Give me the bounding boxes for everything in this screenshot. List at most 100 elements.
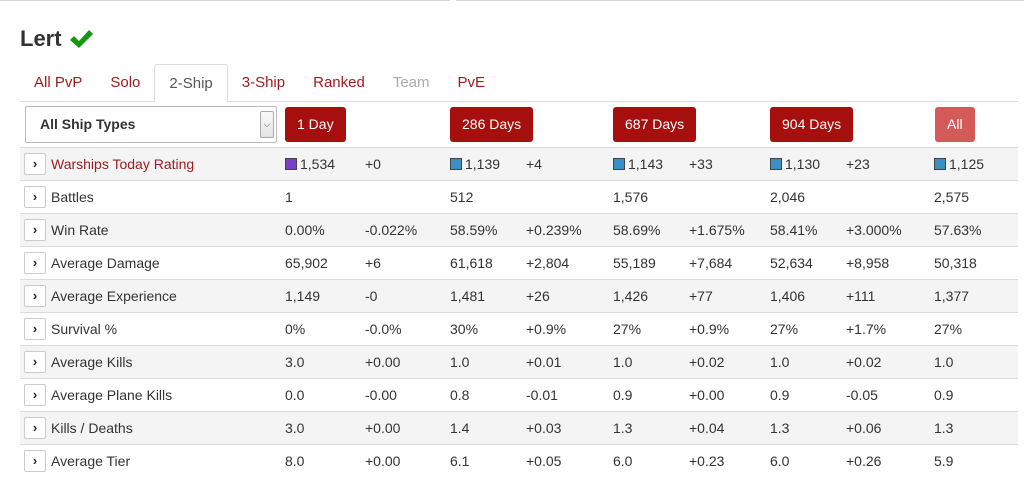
stat-delta: -0.0%: [365, 313, 450, 346]
stat-value: 2,575: [934, 181, 1018, 214]
stat-delta-text: +3.000%: [846, 222, 902, 238]
stat-value-text: 58.69%: [613, 222, 661, 238]
stat-value: 0.00%: [285, 214, 365, 247]
stat-delta: +3.000%: [846, 214, 934, 247]
tab-solo[interactable]: Solo: [110, 74, 141, 91]
chevron-right-icon[interactable]: ›: [24, 252, 46, 274]
stat-value: 1,149: [285, 280, 365, 313]
rating-color-swatch: [285, 158, 297, 170]
tab-pve[interactable]: PvE: [457, 74, 486, 91]
stat-value: 0.0: [285, 379, 365, 412]
stat-label: Average Kills: [51, 354, 133, 370]
stat-delta-text: +26: [526, 288, 550, 304]
period-all-button[interactable]: All: [935, 107, 975, 142]
stat-value-text: 1,377: [934, 288, 970, 304]
chevron-right-icon[interactable]: ›: [24, 384, 46, 406]
stat-delta-text: +1.7%: [846, 321, 887, 337]
player-header: Lert: [20, 24, 94, 54]
ship-type-select[interactable]: All Ship Types ⌵: [25, 106, 277, 143]
stat-label-link[interactable]: Warships Today Rating: [51, 156, 195, 172]
stat-delta-text: +0.00: [365, 354, 401, 370]
chevron-right-icon[interactable]: ›: [24, 450, 46, 473]
stat-value-text: 65,902: [285, 255, 328, 271]
chevron-right-icon[interactable]: ›: [24, 153, 46, 175]
stat-delta-text: +0.26: [846, 453, 882, 470]
stat-label-cell: › Average Tier: [20, 445, 285, 478]
stat-value-text: 8.0: [285, 453, 305, 470]
chevron-down-icon[interactable]: ⌵: [260, 111, 274, 138]
period-687-days-button[interactable]: 687 Days: [613, 107, 697, 142]
stat-value: 1.0: [613, 346, 689, 379]
stat-delta-text: +0: [365, 156, 381, 172]
stat-label-cell: › Average Plane Kills: [20, 379, 285, 412]
stat-delta-text: +33: [689, 156, 713, 172]
stat-value-text: 1: [285, 189, 293, 205]
chevron-right-icon[interactable]: ›: [24, 285, 46, 307]
stat-value: 1.0: [934, 346, 1018, 379]
stat-row: › Kills / Deaths 3.0 +0.00 1.4 +0.03 1.3 +0.04 1…: [20, 411, 1018, 445]
period-904-days-button[interactable]: 904 Days: [770, 107, 854, 142]
top-divider: [0, 0, 1024, 1]
stat-delta: +8,958: [846, 247, 934, 280]
rating-color-swatch: [770, 158, 782, 170]
stat-value: 1,534: [285, 148, 365, 181]
chevron-right-icon[interactable]: ›: [24, 186, 46, 208]
stat-value: 6.1: [450, 445, 526, 478]
mode-tabs: All PvP Solo 2-Ship 3-Ship Ranked Team PvE: [20, 64, 1018, 103]
chevron-right-icon[interactable]: ›: [24, 351, 46, 373]
stat-value: 61,618: [450, 247, 526, 280]
chevron-right-icon[interactable]: ›: [24, 417, 46, 439]
stat-value-text: 27%: [613, 321, 642, 337]
tab-all-pvp[interactable]: All PvP: [34, 74, 83, 91]
period-1-day-button[interactable]: 1 Day: [285, 107, 346, 142]
filter-bar: All Ship Types ⌵ 1 Day 286 Days 687 Days…: [20, 104, 1018, 148]
stat-value: 1,139: [450, 148, 526, 181]
stat-value: 0.9: [613, 379, 689, 412]
stat-value-text: 6.1: [450, 453, 470, 470]
tab-3-ship[interactable]: 3-Ship: [241, 74, 286, 91]
stat-delta: +0.06: [846, 412, 934, 445]
stat-value: 27%: [934, 313, 1018, 346]
stat-value: 1,406: [770, 280, 846, 313]
stat-value: 0.9: [770, 379, 846, 412]
rating-color-swatch: [450, 158, 462, 170]
stat-value: 3.0: [285, 346, 365, 379]
stat-value-text: 1,130: [785, 156, 821, 172]
stat-delta: +0.00: [365, 445, 450, 478]
stat-delta: +0.02: [846, 346, 934, 379]
period-286-days-button[interactable]: 286 Days: [450, 107, 534, 142]
stat-value: 8.0: [285, 445, 365, 478]
stat-value: 1,377: [934, 280, 1018, 313]
stat-value: 58.59%: [450, 214, 526, 247]
stat-value-text: 2,046: [770, 189, 806, 205]
chevron-right-icon[interactable]: ›: [24, 219, 46, 241]
stat-value: 1: [285, 181, 365, 214]
chevron-right-icon[interactable]: ›: [24, 318, 46, 340]
stat-value: 0.9: [934, 379, 1018, 412]
stat-value: 6.0: [770, 445, 846, 478]
stat-delta: [846, 181, 934, 214]
stat-value-text: 1.3: [770, 420, 790, 436]
stat-value-text: 2,575: [934, 189, 970, 205]
stat-value: 1,125: [934, 148, 1018, 181]
stat-delta-text: +4: [526, 156, 542, 172]
stat-value-text: 1,426: [613, 288, 649, 304]
stat-delta-text: +8,958: [846, 255, 890, 271]
tab-ranked[interactable]: Ranked: [313, 74, 365, 91]
ship-type-selected: All Ship Types: [40, 116, 136, 132]
stat-label-cell: › Average Kills: [20, 346, 285, 379]
stat-delta: +2,804: [526, 247, 613, 280]
stat-value-text: 1.0: [613, 354, 633, 370]
stat-value: 1.3: [613, 412, 689, 445]
stat-value-text: 1,143: [628, 156, 664, 172]
stat-value-text: 1.0: [770, 354, 790, 370]
stat-value: 2,046: [770, 181, 846, 214]
stat-value-text: 58.41%: [770, 222, 818, 238]
tab-2-ship[interactable]: 2-Ship: [154, 64, 228, 103]
stat-label: Kills / Deaths: [51, 420, 133, 436]
stat-value-text: 0%: [285, 321, 306, 337]
stat-delta: +111: [846, 280, 934, 313]
stat-row: › Survival % 0% -0.0% 30% +0.9% 27% +0.9% 27% +1.…: [20, 312, 1018, 346]
stat-delta: -0: [365, 280, 450, 313]
stat-value: 27%: [770, 313, 846, 346]
